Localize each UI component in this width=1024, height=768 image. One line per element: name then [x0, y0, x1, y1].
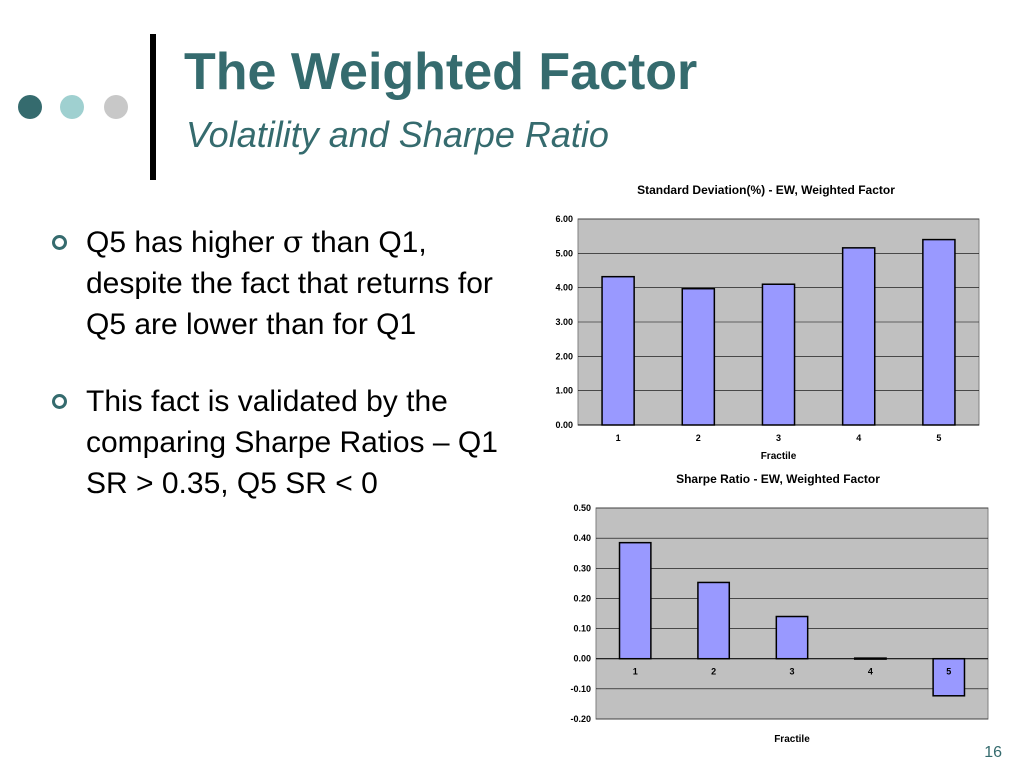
bar-1	[618, 541, 652, 660]
y-tick-label: 0.50	[573, 503, 591, 513]
sharpe-ratio-chart: Sharpe Ratio - EW, Weighted Factor -0.20 -…	[570, 472, 989, 745]
plot-area	[595, 507, 989, 720]
slide-subtitle: Volatility and Sharpe Ratio	[186, 114, 609, 155]
y-tick-label: 0.10	[573, 624, 591, 634]
bullet-item-2: This fact is validated by the comparing …	[48, 381, 518, 504]
y-tick-label: 1.00	[555, 386, 573, 396]
decor-dot-gray	[104, 95, 128, 119]
sigma-symbol: σ	[282, 225, 304, 260]
title-divider	[150, 34, 156, 180]
bullet-item-1: Q5 has higher σ than Q1, despite the fac…	[48, 222, 518, 345]
bullet-ring-icon	[52, 235, 67, 250]
y-tick-label: 0.00	[555, 420, 573, 430]
decor-dot-dark	[18, 95, 42, 119]
y-tick-label: -0.10	[570, 684, 591, 694]
y-tick-label: 0.30	[573, 563, 591, 573]
bar-5	[932, 657, 966, 697]
x-tick-label: 1	[633, 667, 638, 677]
bar-3	[775, 615, 809, 660]
x-tick-label: 2	[711, 667, 716, 677]
x-tick-label: 2	[696, 433, 701, 443]
page-number: 16	[984, 744, 1002, 761]
y-tick-label: 5.00	[555, 248, 573, 258]
y-tick-label: -0.20	[570, 714, 591, 724]
x-tick-label: 3	[789, 667, 794, 677]
x-axis-label: Fractile	[761, 451, 797, 462]
y-tick-label: 0.00	[573, 654, 591, 664]
x-tick-label: 5	[936, 433, 941, 443]
x-tick-label: 4	[856, 433, 861, 443]
y-tick-label: 0.20	[573, 593, 591, 603]
std-dev-chart: Standard Deviation(%) - EW, Weighted Fac…	[555, 183, 980, 462]
x-tick-label: 4	[868, 667, 873, 677]
x-axis-label: Fractile	[774, 734, 810, 745]
bullet-1-post: than Q1, despite the fact that returns f…	[86, 226, 493, 341]
slide-title: The Weighted Factor	[184, 43, 698, 101]
y-tick-label: 2.00	[555, 351, 573, 361]
bullet-ring-icon	[52, 394, 67, 409]
bar-3	[761, 283, 796, 426]
bar-2	[697, 581, 731, 660]
bar-4	[841, 247, 876, 426]
bar-5	[922, 238, 956, 426]
bar-1	[601, 275, 635, 426]
bar-2	[681, 287, 716, 426]
x-tick-label: 3	[776, 433, 781, 443]
x-tick-label: 5	[946, 667, 951, 677]
y-tick-label: 4.00	[555, 283, 573, 293]
bullet-list: Q5 has higher σ than Q1, despite the fac…	[48, 222, 518, 540]
chart-title: Standard Deviation(%) - EW, Weighted Fac…	[637, 183, 895, 197]
x-tick-label: 1	[616, 433, 621, 443]
decor-dot-teal	[60, 95, 84, 119]
y-tick-label: 3.00	[555, 317, 573, 327]
chart-title: Sharpe Ratio - EW, Weighted Factor	[676, 472, 880, 486]
y-tick-label: 0.40	[573, 533, 591, 543]
bullet-2-text: This fact is validated by the comparing …	[86, 385, 498, 500]
bullet-1-pre: Q5 has higher	[86, 226, 283, 259]
y-tick-label: 6.00	[555, 214, 573, 224]
